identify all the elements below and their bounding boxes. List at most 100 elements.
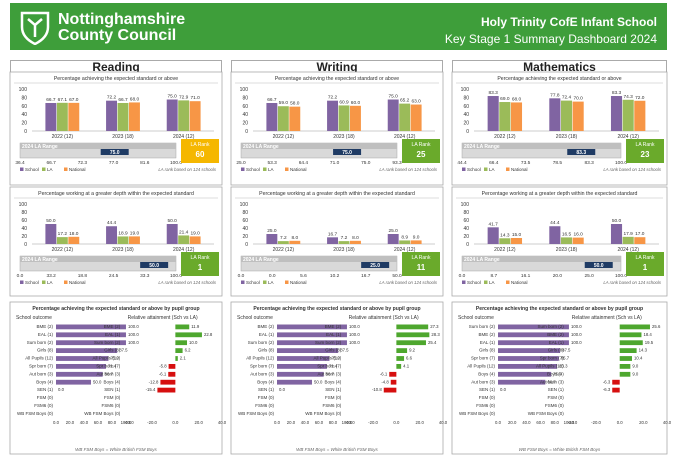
la-range-value: 50.0 <box>149 263 159 269</box>
legend-label: LA <box>47 280 53 285</box>
subject-title: Mathematics <box>523 60 596 74</box>
legend-label: School <box>246 167 260 172</box>
range-tick-label: 0.0 <box>459 273 466 279</box>
relative-group-bar <box>383 387 397 393</box>
la-range-band <box>20 256 176 262</box>
group-label: WB FSM Boys (0) <box>238 411 275 416</box>
bar-value-label: 8.9 <box>401 234 408 240</box>
relative-group-value: -15.4 <box>146 387 156 392</box>
school-group-value: 100.0 <box>571 324 582 329</box>
bar-value-label: 15.0 <box>512 232 522 238</box>
relative-group-bar <box>175 348 183 353</box>
relative-group-bar <box>168 371 176 377</box>
school-group-bar <box>56 340 126 346</box>
school-axis-label: 60.0 <box>94 420 103 425</box>
school-axis-label: 40.0 <box>522 420 531 425</box>
group-label: Boys (4) <box>36 379 53 384</box>
bar-la <box>338 105 350 131</box>
range-tick-label: 16.7 <box>361 273 371 279</box>
x-tick-label: 2023 (18) <box>333 247 355 253</box>
relative-group-value: 28.3 <box>431 332 440 337</box>
school-group-value: 100.0 <box>571 332 582 337</box>
x-tick-label: 2022 (12) <box>494 247 516 253</box>
relative-group-bar <box>619 371 631 377</box>
range-tick-label: 64.4 <box>299 160 309 166</box>
range-tick-label: 100.0 <box>170 273 182 279</box>
la-range-marker <box>361 262 390 268</box>
range-tick-label: 53.3 <box>268 160 278 166</box>
school-group-value: 100.0 <box>128 340 139 345</box>
relative-group-bar <box>396 356 405 361</box>
group-label-rel: Girls (8) <box>325 348 341 353</box>
bar-la <box>560 237 573 244</box>
bar-value-label: 41.7 <box>489 221 499 227</box>
bar-national <box>129 236 140 244</box>
school-axis-label: 100.0 <box>564 420 575 425</box>
rel-axis-label: 20.0 <box>194 420 203 425</box>
legend-swatch <box>42 167 46 171</box>
bar-la <box>277 106 289 131</box>
bar-school <box>166 224 178 244</box>
rank-note: LA rank based on 124 schools <box>603 280 662 285</box>
bar-value-label: 83.3 <box>489 90 499 96</box>
x-tick-label: 2023 (18) <box>112 134 134 140</box>
group-label: Sum born (2) <box>469 324 496 329</box>
y-tick-label: 100 <box>461 202 470 208</box>
bar-school <box>106 100 117 131</box>
bar-school <box>487 227 499 244</box>
bar-national <box>289 106 301 131</box>
relative-group-bar <box>168 364 176 369</box>
rel-axis-label: 0.0 <box>393 420 400 425</box>
group-label: All Pupils (12) <box>25 356 53 361</box>
school-group-bar <box>56 356 109 361</box>
legend-label: National <box>290 167 307 172</box>
bar-school <box>610 96 623 131</box>
la-range-value: 75.0 <box>110 150 120 156</box>
relative-group-bar <box>612 387 620 393</box>
rel-axis-label: 40.0 <box>439 420 448 425</box>
school-group-value: 83.3 <box>559 364 568 369</box>
relative-group-value: 25.6 <box>652 324 661 329</box>
bar-value-label: 59.0 <box>279 100 289 106</box>
legend-label: School <box>25 167 39 172</box>
relative-attainment-label: Relative attainment (Sch vs LA) <box>349 315 419 321</box>
group-label: All Pupils (12) <box>467 364 495 369</box>
group-label: WB FSM Boys (0) <box>459 411 496 416</box>
y-tick-label: 40 <box>463 112 469 118</box>
reading-title-panel: Reading <box>10 60 222 74</box>
group-label: BME (2) <box>36 324 53 329</box>
la-range-marker <box>584 262 613 268</box>
school-axis-label: 20.0 <box>287 420 296 425</box>
bar-value-label: 72.4 <box>562 95 572 101</box>
bar-national <box>350 240 361 244</box>
school-group-value: 66.7 <box>105 371 114 376</box>
y-tick-label: 0 <box>466 242 469 248</box>
school-group-value: 100.0 <box>349 340 360 345</box>
bar-value-label: 18.9 <box>118 230 128 236</box>
bar-school <box>549 226 561 244</box>
group-label-rel: Spr born (7) <box>540 356 565 361</box>
group-label: Spr born (7) <box>471 356 496 361</box>
y-tick-label: 60 <box>21 218 27 224</box>
school-group-value: 75.0 <box>331 356 340 361</box>
y-tick-label: 80 <box>21 210 27 216</box>
county-council-logo-icon <box>20 11 50 45</box>
school-axis-label: 100.0 <box>342 420 353 425</box>
school-group-bar <box>56 379 91 385</box>
bar-value-label: 25.0 <box>267 228 277 234</box>
relative-group-value: -10.8 <box>372 387 382 392</box>
school-group-bar <box>498 324 569 330</box>
group-label: FSM6 (0) <box>476 403 495 408</box>
la-range-label: 2024 LA Range <box>243 144 279 150</box>
rank-note: LA rank based on 124 schools <box>158 280 217 285</box>
bar-value-label: 8.0 <box>352 235 359 241</box>
y-tick-label: 20 <box>463 121 469 127</box>
y-tick-label: 0 <box>24 242 27 248</box>
la-rank-label: LA Rank <box>636 142 655 148</box>
group-label-rel: BME (2) <box>547 332 564 337</box>
la-rank-label: LA Rank <box>191 142 210 148</box>
relative-group-bar <box>396 332 430 338</box>
la-rank-label: LA Rank <box>636 255 655 261</box>
group-label: FSM (0) <box>258 395 275 400</box>
rel-axis-label: -20.0 <box>368 420 378 425</box>
